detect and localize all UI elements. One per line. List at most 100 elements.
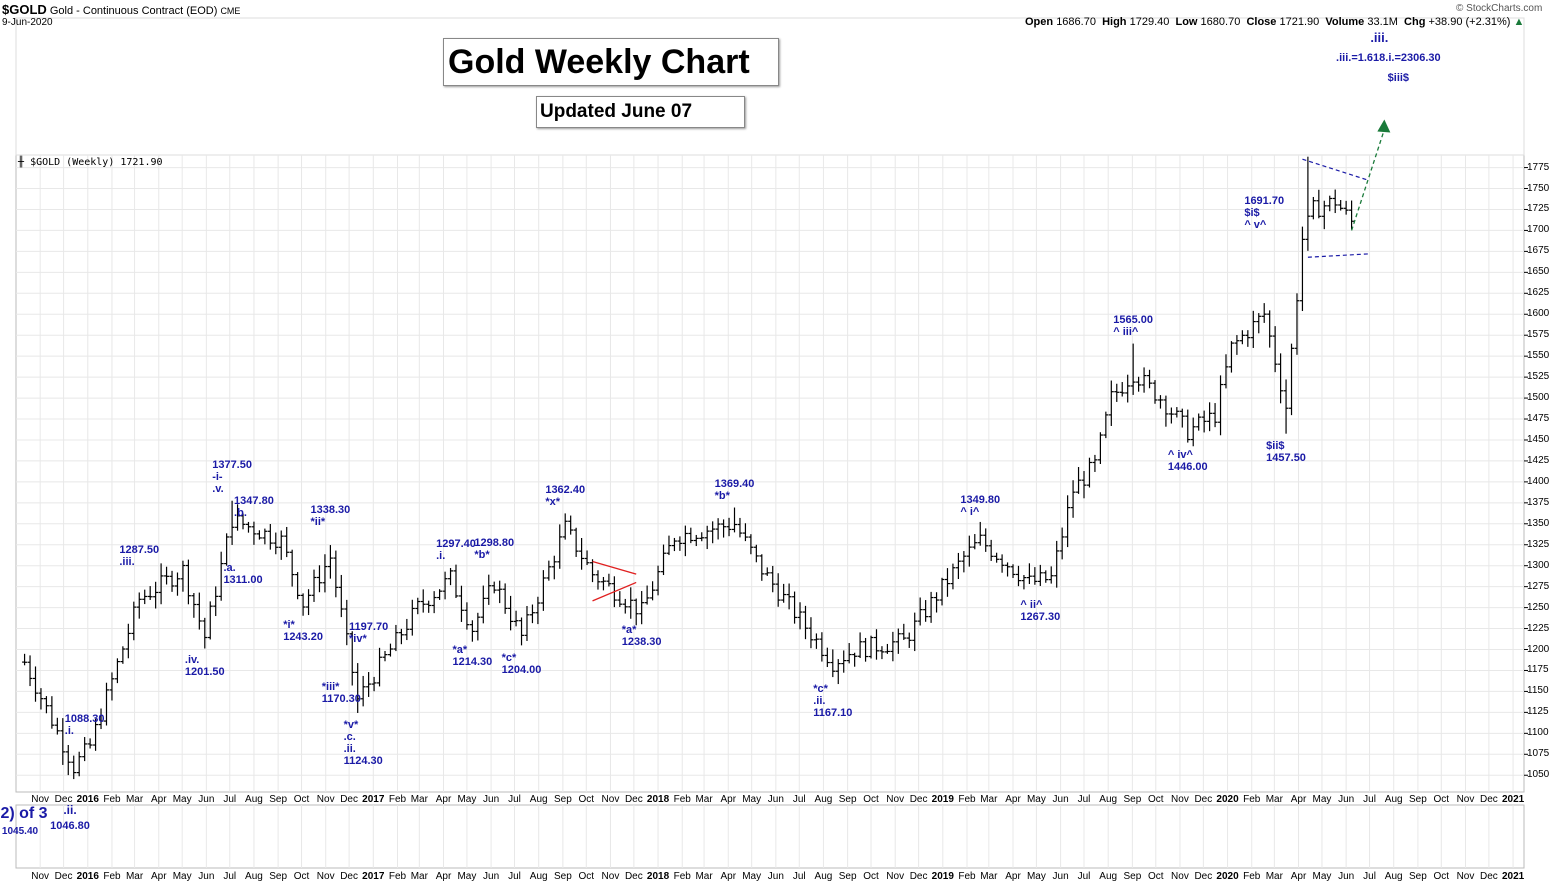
x-tick-label: Sep	[1408, 794, 1427, 805]
wave-label: 1347.80 .b.	[234, 495, 274, 519]
x-tick-label-lower: 2016	[76, 871, 99, 882]
x-tick-label: 2016	[76, 794, 99, 805]
x-tick-label: Jul	[508, 794, 521, 805]
x-tick-label: Dec	[54, 794, 73, 805]
x-tick-label: Mar	[980, 794, 998, 805]
wave-label-line: ^ iii^	[1113, 325, 1139, 338]
wave-label-line: *a*	[621, 623, 637, 636]
wave-label-line: 1369.40	[714, 477, 755, 490]
y-tick-label: 1300	[1527, 559, 1550, 571]
wave-label-line: $i$	[1244, 207, 1260, 220]
wave-label-line: 1311.00	[223, 574, 263, 587]
wave-label-line: *ii*	[310, 515, 326, 528]
x-tick-label-lower: Sep	[838, 871, 857, 882]
x-tick-label-lower: Aug	[245, 871, 263, 882]
plot-label: ╫ $GOLD (Weekly) 1721.90	[18, 157, 163, 168]
wave-label-line: *v*	[343, 719, 359, 732]
wave-label-line: 1214.30	[452, 655, 493, 668]
x-tick-label-lower: Feb	[1243, 871, 1261, 882]
projection-wave-degree-label: $iii$	[1387, 72, 1410, 84]
x-tick-label-lower: 2017	[362, 871, 385, 882]
y-tick-label: 1700	[1527, 224, 1550, 236]
stockcharts-credit: © StockCharts.com	[1456, 3, 1543, 14]
y-tick-label: 1200	[1527, 643, 1550, 655]
x-tick-label-lower: 2021	[1501, 871, 1525, 882]
wave-label-line: ^ v^	[1244, 219, 1267, 232]
wave-label-line: *i*	[283, 619, 295, 632]
y-tick-label: 1275	[1527, 580, 1550, 592]
wave-label-line: ^ ii^	[1020, 599, 1043, 612]
wave-label-line: *b*	[714, 489, 730, 502]
x-tick-label-lower: Dec	[624, 871, 643, 882]
wave-label: *i* 1243.20	[283, 619, 323, 643]
wave-label-line: ^ i^	[960, 505, 980, 518]
x-tick-label-lower: May	[457, 871, 477, 882]
x-tick-label: Nov	[601, 794, 620, 805]
wave-label-line: .ii.	[813, 695, 826, 708]
x-tick-label: Mar	[125, 794, 144, 805]
chg-up-arrow-icon: ▲	[1513, 16, 1525, 28]
bars-icon: ╫	[18, 157, 25, 168]
x-tick-label-lower: Dec	[909, 871, 928, 882]
x-tick-label: Jun	[1052, 794, 1069, 805]
pattern-lines	[592, 119, 1391, 602]
x-tick-label-lower: Mar	[980, 871, 998, 882]
y-tick-label: 1325	[1527, 538, 1550, 550]
y-tick-label: 1475	[1527, 413, 1550, 425]
x-tick-label: Jul	[1077, 794, 1091, 805]
y-tick-label: 1225	[1527, 622, 1550, 634]
x-tick-label-lower: Jun	[483, 871, 500, 882]
x-tick-label: Jun	[1338, 794, 1355, 805]
wave-label-line: *a*	[452, 643, 468, 656]
x-tick-label: Aug	[245, 794, 263, 805]
wave-label: 1197.70 *iv*	[349, 621, 388, 645]
x-tick-label-lower: Aug	[1384, 871, 1403, 882]
y-tick-label: 1750	[1527, 182, 1550, 194]
x-tick-label-lower: Oct	[1433, 871, 1450, 882]
x-tick-label: Feb	[388, 794, 407, 805]
wave-label-line: .ii.	[343, 743, 356, 756]
x-tick-label: Apr	[150, 794, 167, 805]
x-tick-label: Jul	[1363, 794, 1376, 805]
x-tick-label: Nov	[1171, 794, 1189, 805]
x-tick-label: Apr	[720, 794, 737, 805]
y-tick-label: 1125	[1527, 706, 1549, 718]
y-tick-label: 1550	[1527, 350, 1550, 362]
wave-label: 1691.70 $i$ ^ v^	[1244, 195, 1284, 231]
x-tick-label: Mar	[410, 794, 428, 805]
y-tick-label: 1625	[1527, 287, 1550, 299]
wave-label-line: .b.	[234, 507, 247, 520]
symbol: $GOLD	[2, 2, 47, 17]
wave-label-line: 1267.30	[1020, 611, 1061, 624]
projection-wave-label: .iii.	[1370, 30, 1389, 45]
y-tick-label: 1425	[1527, 454, 1550, 466]
y-tick-label: 1250	[1527, 601, 1550, 613]
x-tick-label-lower: Jun	[198, 871, 215, 882]
x-tick-label: Feb	[958, 794, 976, 805]
x-tick-label: Apr	[1005, 794, 1021, 805]
x-tick-label-lower: Nov	[1171, 871, 1189, 882]
wave-label: 1297.40 .i.	[436, 538, 476, 562]
y-tick-label: 1100	[1527, 727, 1549, 739]
x-tick-label: May	[457, 794, 477, 805]
wave-label-line: 1201.50	[184, 665, 225, 678]
x-tick-label: Jun	[767, 794, 784, 805]
wave-label-line: 1298.80	[474, 536, 515, 549]
wave-label-line: 1204.00	[501, 664, 542, 677]
x-tick-label: Sep	[269, 794, 288, 805]
x-tick-label-lower: Nov	[316, 871, 335, 882]
x-tick-label: Oct	[578, 794, 595, 805]
x-tick-label-lower: Oct	[1147, 871, 1164, 882]
wave-label-line: .c.	[343, 731, 356, 744]
x-tick-label-lower: Oct	[863, 871, 879, 882]
x-tick-label: Nov	[1456, 794, 1475, 805]
wave-label-line: 1124.30	[343, 755, 383, 768]
exchange: CME	[220, 6, 241, 16]
lower-panel-low-value-2: 1046.80	[50, 820, 90, 832]
y-tick-label: 1350	[1527, 517, 1550, 529]
wave-label: 1565.00 ^ iii^	[1113, 314, 1153, 338]
x-tick-label: Oct	[1147, 794, 1164, 805]
wave-label-line: 1446.00	[1167, 461, 1208, 474]
y-tick-label: 1525	[1527, 371, 1550, 383]
